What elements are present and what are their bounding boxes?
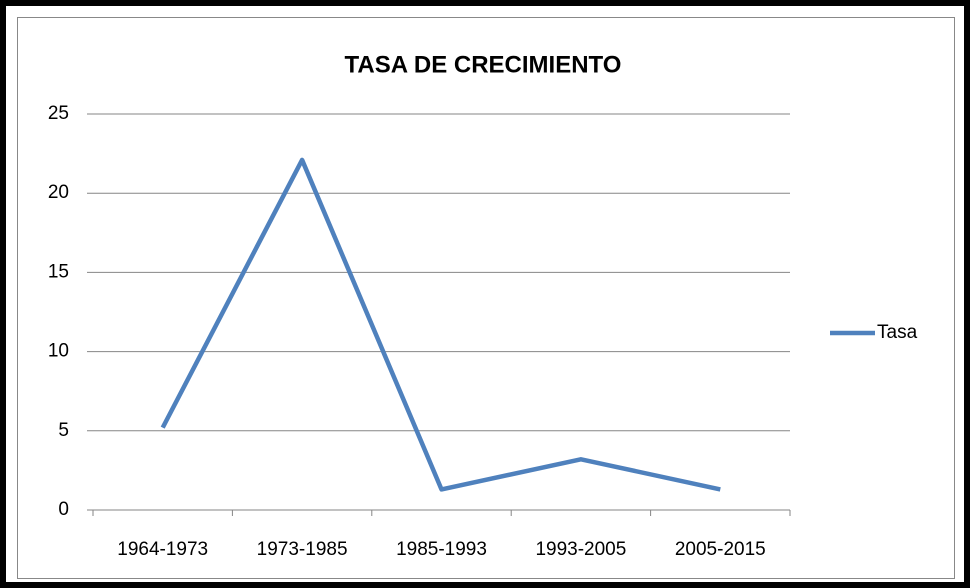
y-tick-label: 15 xyxy=(48,261,69,282)
x-tick-label: 1985-1993 xyxy=(396,539,487,560)
legend-label: Tasa xyxy=(877,322,918,343)
x-tick-label: 1964-1973 xyxy=(117,539,208,560)
y-tick-label: 20 xyxy=(48,182,69,203)
x-tick-label: 1973-1985 xyxy=(257,539,348,560)
y-tick-label: 0 xyxy=(58,499,69,520)
y-tick-label: 25 xyxy=(48,103,69,124)
data-line xyxy=(160,157,721,492)
chart-title: TASA DE CRECIMIENTO xyxy=(345,51,622,78)
x-tick-label: 2005-2015 xyxy=(675,539,766,560)
y-tick-label: 5 xyxy=(58,420,69,441)
chart-border xyxy=(17,17,955,579)
x-tick-label: 1993-2005 xyxy=(535,539,626,560)
y-tick-label: 10 xyxy=(48,341,69,362)
